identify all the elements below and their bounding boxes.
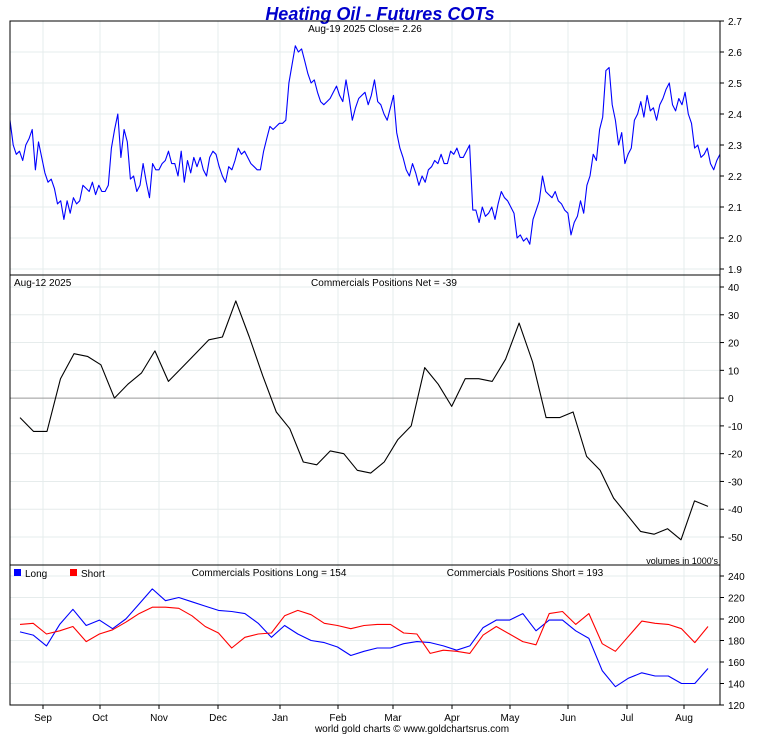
legend: Long Short	[14, 569, 105, 580]
x-tick-label: Mar	[384, 713, 402, 724]
price-panel-frame	[9, 20, 721, 276]
x-tick-label: Apr	[444, 713, 460, 724]
long-header: Commercials Positions Long = 154	[192, 568, 347, 579]
y-tick-label: 2.7	[728, 17, 742, 28]
net-panel-frame	[9, 274, 721, 566]
x-tick-label: Jul	[621, 713, 634, 724]
y-tick-label: 2.2	[728, 172, 742, 183]
y-tick-label: 240	[728, 572, 745, 583]
commercials-long-series-line	[19, 588, 709, 688]
y-tick-label: 2.3	[728, 141, 742, 152]
footer-credit: world gold charts © www.goldchartsrus.co…	[314, 724, 509, 735]
x-tick-label: Dec	[209, 713, 227, 724]
y-tick-label: -20	[728, 450, 743, 461]
legend-short-swatch	[70, 569, 77, 576]
y-tick-label: 2.5	[728, 79, 742, 90]
grid	[10, 20, 720, 706]
x-tick-label: Jan	[272, 713, 288, 724]
y-tick-label: 30	[728, 311, 740, 322]
y-tick-label: 20	[728, 339, 740, 350]
chart-title: Heating Oil - Futures COTs	[265, 4, 494, 24]
short-header: Commercials Positions Short = 193	[447, 568, 604, 579]
y-tick-label: 1.9	[728, 265, 742, 276]
y-tick-label: 180	[728, 637, 745, 648]
legend-long-swatch	[14, 569, 21, 576]
legend-short-label: Short	[81, 569, 105, 580]
legend-long-label: Long	[25, 569, 47, 580]
y-tick-label: 2.4	[728, 110, 742, 121]
longshort-panel-frame	[9, 564, 721, 706]
y-tick-label: 140	[728, 680, 745, 691]
y-tick-label: 10	[728, 366, 740, 377]
net-panel-header: Commercials Positions Net = -39	[311, 278, 457, 289]
y-tick-label: 160	[728, 658, 745, 669]
y-tick-label: 0	[728, 394, 734, 405]
y-tick-label: 2.1	[728, 203, 742, 214]
x-tick-label: Jun	[560, 713, 576, 724]
series-layer	[9, 45, 721, 688]
commercials-short-series-line	[19, 606, 709, 654]
x-tick-label: May	[501, 713, 520, 724]
price-panel-header: Aug-19 2025 Close= 2.26	[308, 24, 422, 35]
volumes-note: volumes in 1000's	[646, 556, 718, 566]
x-tick-label: Oct	[92, 713, 108, 724]
y-tick-label: -10	[728, 422, 743, 433]
y-tick-label: 2.0	[728, 234, 742, 245]
y-tick-label: 120	[728, 701, 745, 712]
y-tick-label: 200	[728, 615, 745, 626]
y-tick-label: 220	[728, 594, 745, 605]
x-tick-label: Sep	[34, 713, 52, 724]
y-tick-label: -50	[728, 533, 743, 544]
y-tick-label: 2.6	[728, 48, 742, 59]
x-tick-label: Feb	[329, 713, 347, 724]
price-series-line	[9, 45, 721, 245]
net-panel-date: Aug-12 2025	[14, 278, 72, 289]
y-tick-label: -40	[728, 505, 743, 516]
axis-ticks: 2.7 2.6 2.5 2.4 2.3 2.2 2.1 2.0 1.9 40 30 20 10 0 -10 -…	[34, 17, 745, 724]
x-tick-label: Nov	[150, 713, 168, 724]
commercials-net-series-line	[19, 300, 709, 541]
y-tick-label: 40	[728, 283, 740, 294]
x-tick-label: Aug	[675, 713, 693, 724]
y-tick-label: -30	[728, 477, 743, 488]
